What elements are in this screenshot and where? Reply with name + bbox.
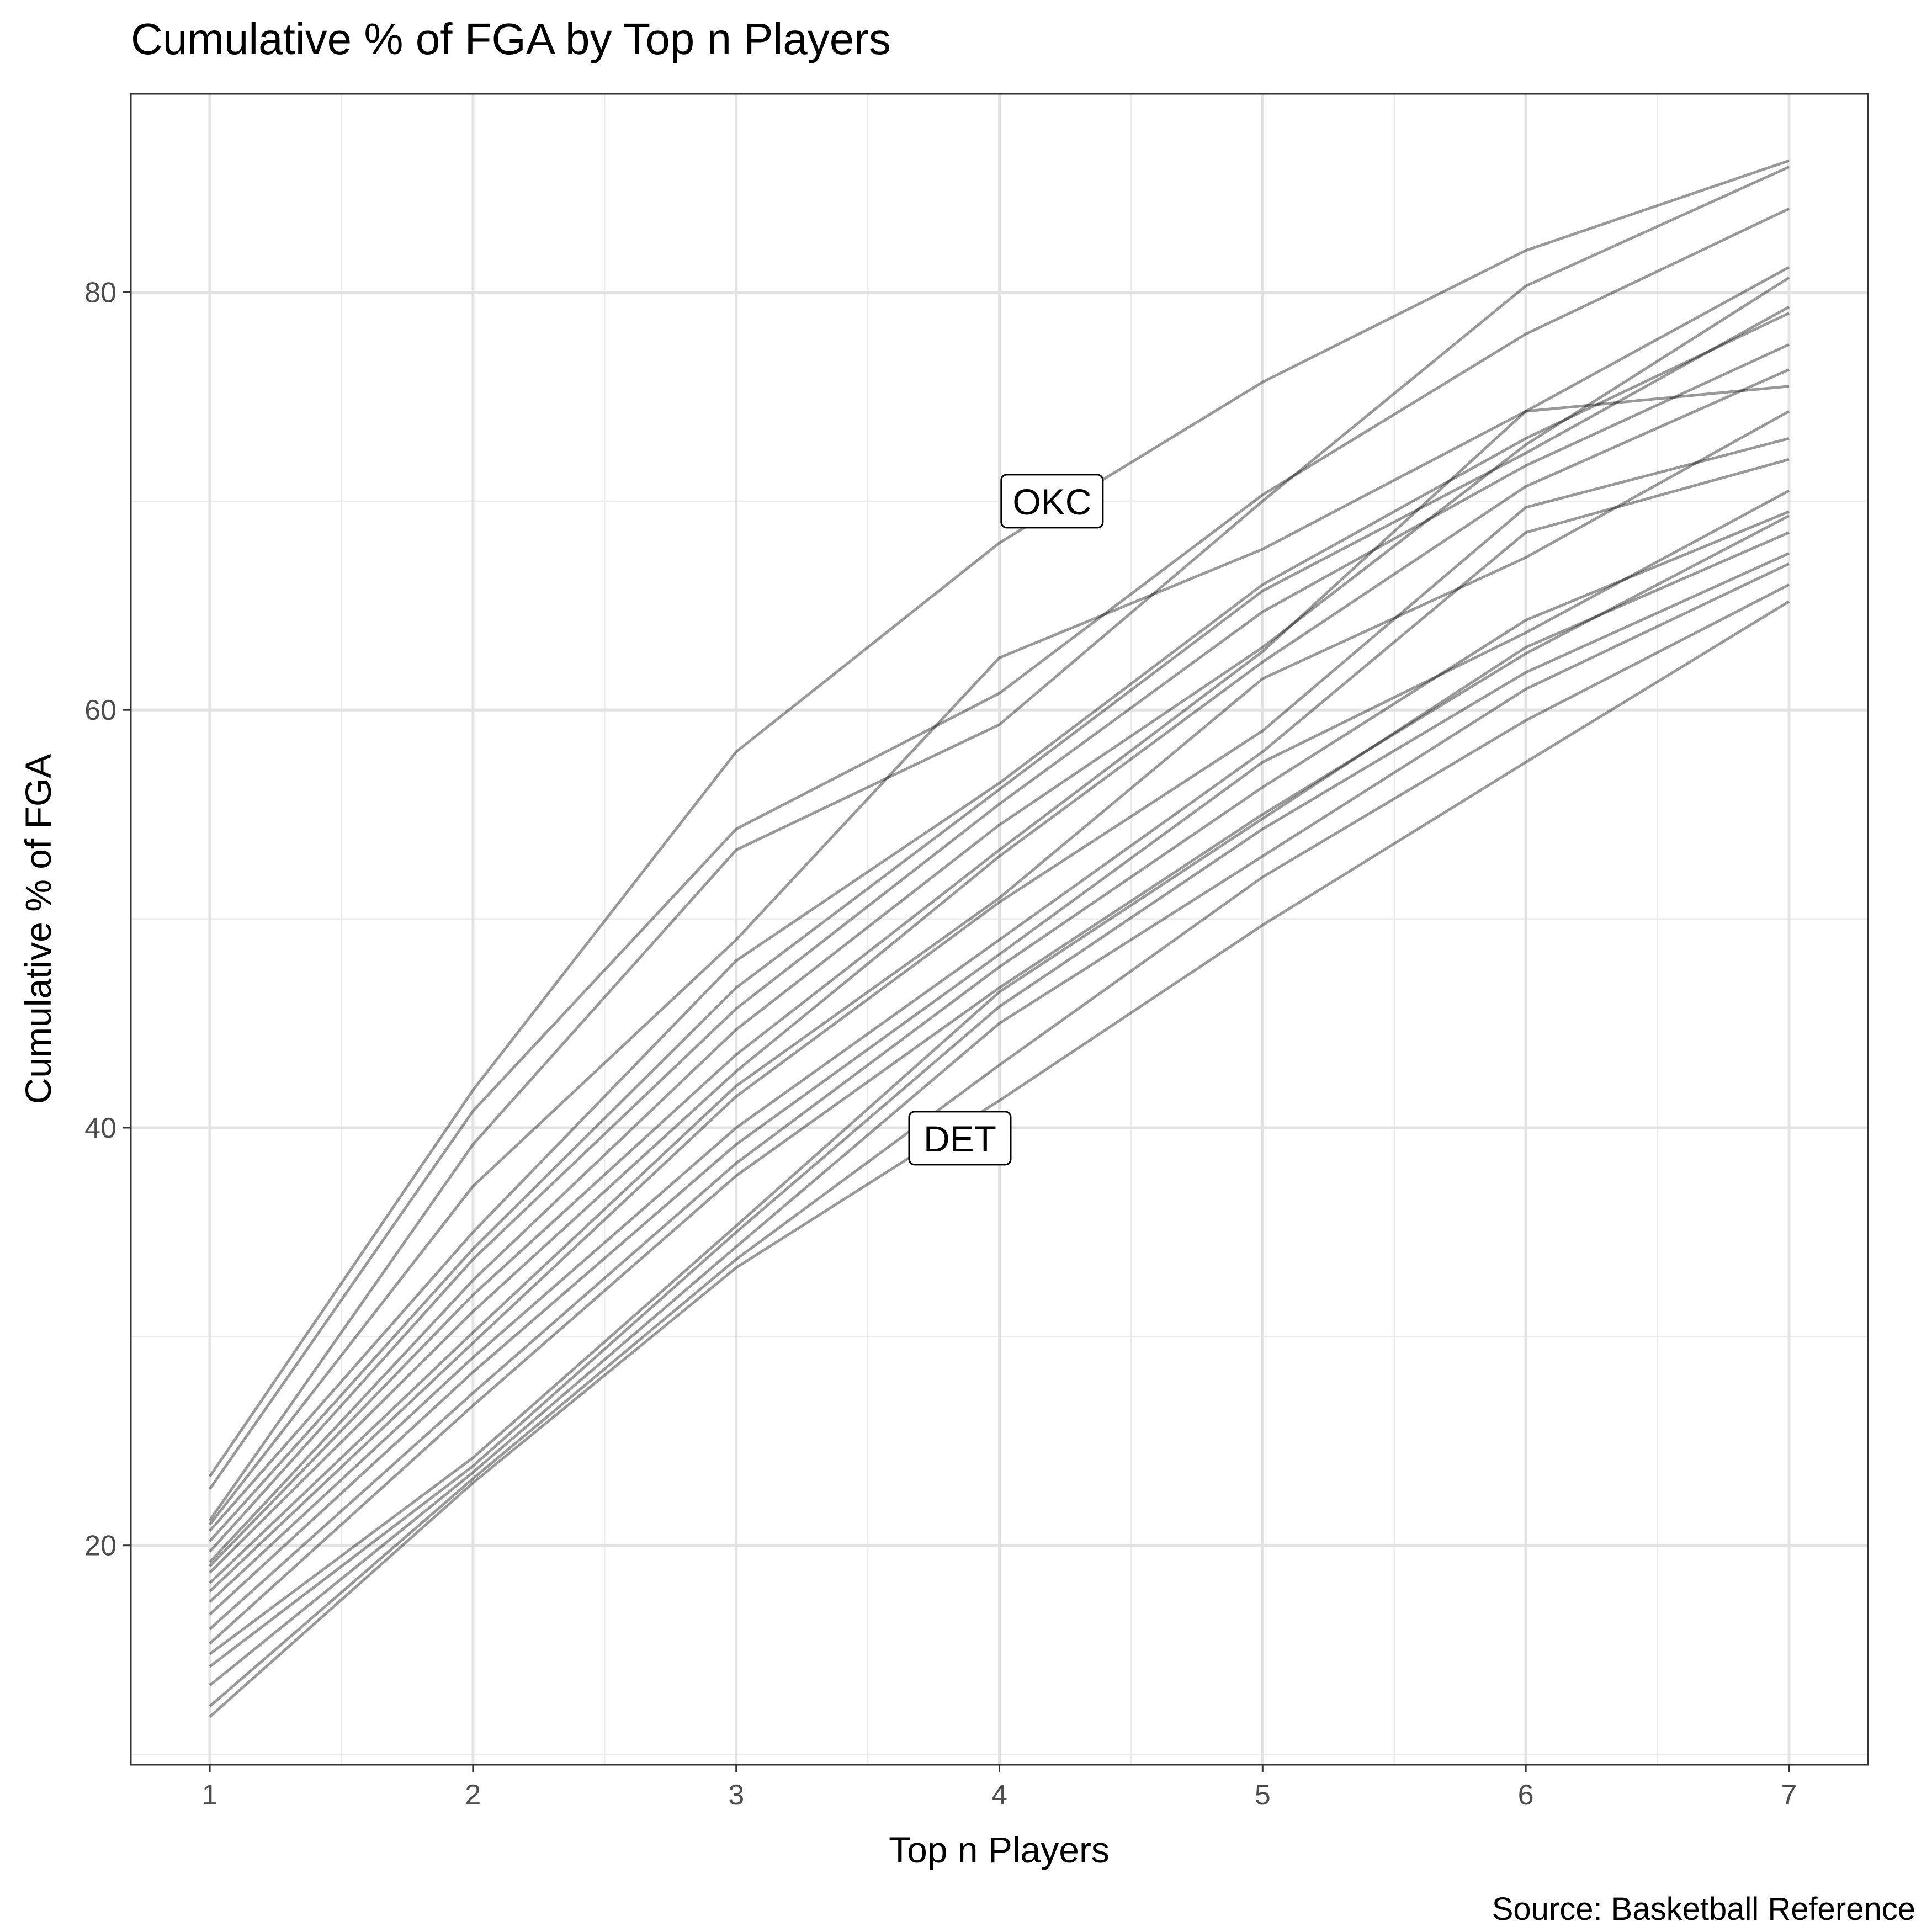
x-tick-label: 2: [465, 1779, 481, 1811]
y-tick-label: 40: [84, 1112, 116, 1144]
y-axis-title: Cumulative % of FGA: [18, 754, 59, 1105]
series-line-16: [209, 514, 1790, 1645]
series-line-9: [209, 385, 1790, 1568]
annotation-box: [908, 1111, 1012, 1166]
major-gridlines: [131, 94, 1868, 1765]
series-line-6: [209, 305, 1790, 1542]
series-line-5: [209, 312, 1790, 1532]
annotation-text: DET: [923, 1118, 996, 1159]
series-line-15: [209, 510, 1790, 1630]
annotation-text: OKC: [1012, 481, 1091, 522]
x-tick-label: 4: [991, 1779, 1007, 1811]
annotations: OKC DET: [908, 474, 1104, 1166]
x-axis-title: Top n Players: [889, 1829, 1110, 1870]
x-tick-label: 7: [1781, 1779, 1797, 1811]
annotation-box: [1000, 474, 1104, 529]
series-lines: [208, 159, 1790, 1718]
series-line-8: [209, 276, 1790, 1563]
series-line-3: [208, 166, 1790, 1521]
series-line-13: [209, 458, 1790, 1603]
series-line-7: [209, 343, 1790, 1553]
y-axis-ticks: 20 40 60 80: [84, 277, 131, 1562]
y-tick-label: 80: [84, 277, 116, 309]
y-tick-label: 20: [84, 1530, 116, 1562]
series-line-10: [209, 368, 1790, 1574]
series-line-17: [209, 531, 1790, 1655]
annotation-label-det: DET: [908, 1111, 1012, 1166]
series-line-14: [209, 489, 1790, 1616]
series-line-21: [209, 600, 1790, 1718]
series-line-12: [209, 437, 1790, 1593]
y-tick-label: 60: [84, 694, 116, 726]
x-tick-label: 3: [728, 1779, 744, 1811]
series-line-2: [208, 207, 1790, 1490]
x-tick-label: 5: [1255, 1779, 1271, 1811]
series-line-1: [208, 159, 1790, 1478]
source-caption: Source: Basketball Reference: [1492, 1891, 1915, 1927]
series-line-20: [209, 583, 1790, 1707]
series-line-19: [209, 562, 1790, 1687]
series-line-11: [209, 410, 1790, 1584]
series-line-18: [209, 552, 1790, 1668]
x-tick-label: 1: [202, 1779, 218, 1811]
chart-title: Cumulative % of FGA by Top n Players: [131, 14, 891, 63]
series-line-4: [209, 266, 1790, 1526]
x-tick-label: 6: [1518, 1779, 1534, 1811]
x-axis-ticks: 1 2 3 4 5 6 7: [202, 1765, 1797, 1811]
annotation-label-okc: OKC: [1000, 474, 1104, 529]
